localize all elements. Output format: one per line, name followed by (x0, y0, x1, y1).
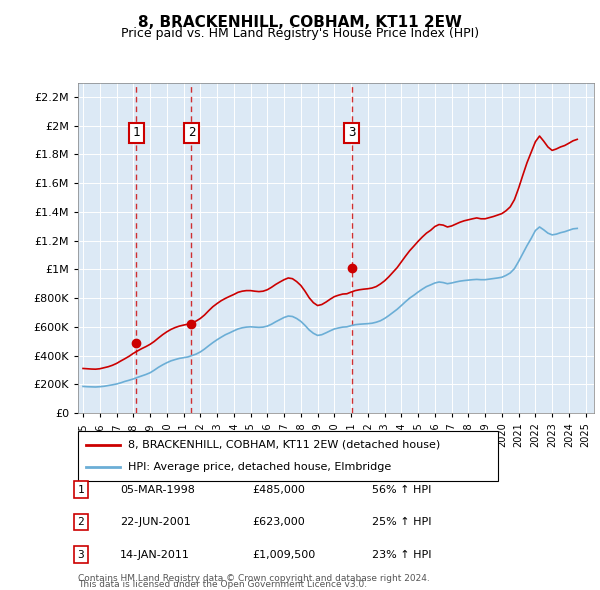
Text: 23% ↑ HPI: 23% ↑ HPI (372, 550, 431, 559)
Text: 8, BRACKENHILL, COBHAM, KT11 2EW: 8, BRACKENHILL, COBHAM, KT11 2EW (138, 15, 462, 30)
Text: 14-JAN-2011: 14-JAN-2011 (120, 550, 190, 559)
Text: 1: 1 (133, 126, 140, 139)
Text: HPI: Average price, detached house, Elmbridge: HPI: Average price, detached house, Elmb… (128, 462, 392, 472)
Text: 2: 2 (77, 517, 85, 527)
Text: 05-MAR-1998: 05-MAR-1998 (120, 485, 195, 494)
FancyBboxPatch shape (78, 431, 498, 481)
Text: £623,000: £623,000 (252, 517, 305, 527)
Text: 1: 1 (77, 485, 85, 494)
Text: Contains HM Land Registry data © Crown copyright and database right 2024.: Contains HM Land Registry data © Crown c… (78, 574, 430, 583)
Text: This data is licensed under the Open Government Licence v3.0.: This data is licensed under the Open Gov… (78, 580, 367, 589)
Text: 8, BRACKENHILL, COBHAM, KT11 2EW (detached house): 8, BRACKENHILL, COBHAM, KT11 2EW (detach… (128, 440, 440, 450)
Text: 22-JUN-2001: 22-JUN-2001 (120, 517, 191, 527)
Text: £1,009,500: £1,009,500 (252, 550, 315, 559)
Text: 56% ↑ HPI: 56% ↑ HPI (372, 485, 431, 494)
Text: £485,000: £485,000 (252, 485, 305, 494)
Text: 3: 3 (77, 550, 85, 559)
Text: 25% ↑ HPI: 25% ↑ HPI (372, 517, 431, 527)
Text: 2: 2 (188, 126, 195, 139)
Text: Price paid vs. HM Land Registry's House Price Index (HPI): Price paid vs. HM Land Registry's House … (121, 27, 479, 40)
Text: 3: 3 (348, 126, 355, 139)
